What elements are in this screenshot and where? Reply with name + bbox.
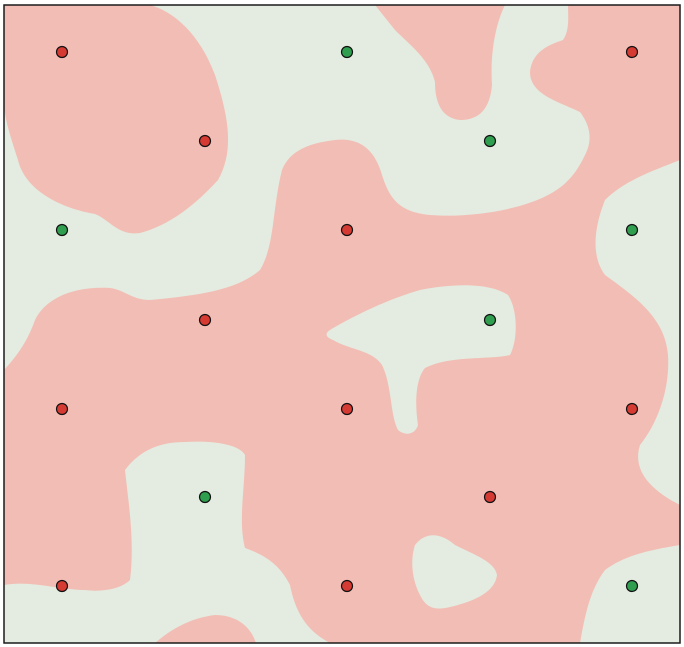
red-point — [55, 579, 69, 593]
red-point — [198, 313, 212, 327]
data-points — [55, 45, 639, 593]
region-top-left — [4, 5, 229, 234]
plot-border — [3, 4, 681, 644]
red-point — [55, 402, 69, 416]
green-point — [625, 579, 639, 593]
red-point — [625, 45, 639, 59]
green-point — [483, 134, 497, 148]
island-center-right — [326, 285, 516, 434]
island-bottom-center — [412, 535, 497, 609]
green-point — [55, 223, 69, 237]
green-point — [483, 313, 497, 327]
region-top-notch — [375, 5, 505, 120]
red-point — [198, 134, 212, 148]
red-point — [625, 402, 639, 416]
red-point — [55, 45, 69, 59]
green-islands — [326, 285, 516, 609]
green-point — [198, 490, 212, 504]
red-point — [483, 490, 497, 504]
green-point — [340, 45, 354, 59]
red-point — [340, 579, 354, 593]
region-bottom-sliver — [155, 615, 256, 643]
red-point — [340, 402, 354, 416]
red-point — [340, 223, 354, 237]
green-point — [625, 223, 639, 237]
